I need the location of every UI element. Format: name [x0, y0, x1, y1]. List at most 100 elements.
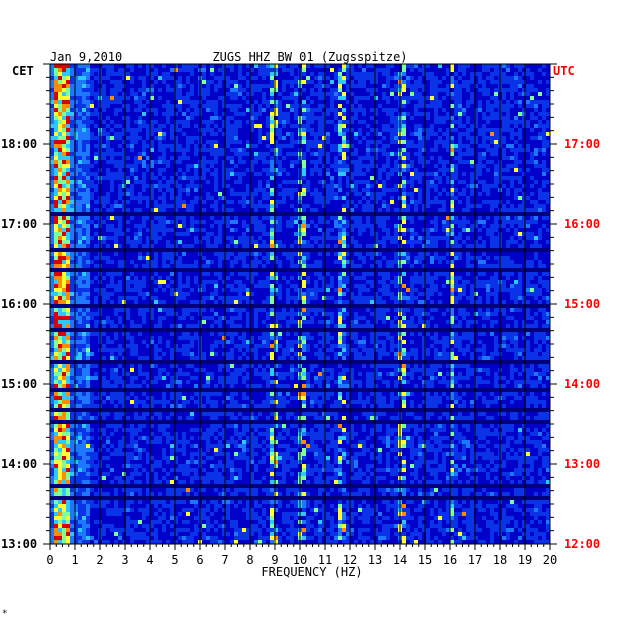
spectrogram-cell — [270, 244, 274, 248]
spectrogram-cell — [278, 152, 282, 156]
spectrogram-cell — [418, 176, 422, 180]
spectrogram-cell — [58, 108, 62, 112]
spectrogram-cell — [270, 268, 274, 272]
spectrogram-cell — [450, 192, 454, 196]
spectrogram-cell — [166, 212, 170, 216]
spectrogram-cell — [378, 260, 382, 264]
spectrogram-cell — [178, 104, 182, 108]
spectrogram-cell — [446, 72, 450, 76]
spectrogram-cell — [434, 212, 438, 216]
spectrogram-cell — [54, 320, 58, 324]
spectrogram-cell — [154, 236, 158, 240]
spectrogram-cell — [510, 220, 514, 224]
spectrogram-cell — [266, 256, 270, 260]
spectrogram-cell — [342, 236, 346, 240]
spectrogram-cell — [386, 276, 390, 280]
spectrogram-cell — [158, 88, 162, 92]
spectrogram-cell — [358, 292, 362, 296]
spectrogram-cell — [250, 200, 254, 204]
spectrogram-cell — [258, 172, 262, 176]
spectrogram-cell — [114, 88, 118, 92]
spectrogram-cell — [70, 268, 74, 272]
spectrogram-cell — [226, 144, 230, 148]
spectrogram-cell — [110, 152, 114, 156]
spectrogram-cell — [370, 88, 374, 92]
spectrogram-cell — [494, 296, 498, 300]
spectrogram-cell — [366, 216, 370, 220]
spectrogram-cell — [382, 280, 386, 284]
spectrogram-cell — [534, 136, 538, 140]
spectrogram-cell — [426, 252, 430, 256]
spectrogram-cell — [482, 164, 486, 168]
spectrogram-cell — [458, 292, 462, 296]
spectrogram-cell — [522, 124, 526, 128]
spectrogram-cell — [470, 188, 474, 192]
spectrogram-cell — [54, 240, 58, 244]
spectrogram-cell — [382, 240, 386, 244]
spectrogram-cell — [106, 248, 110, 252]
spectrogram-cell — [222, 76, 226, 80]
spectrogram-cell — [86, 116, 90, 120]
spectrogram-cell — [110, 188, 114, 192]
spectrogram-cell — [346, 244, 350, 248]
spectrogram-cell — [94, 312, 98, 316]
spectrogram-cell — [430, 76, 434, 80]
spectrogram-cell — [78, 96, 82, 100]
spectrogram-cell — [482, 92, 486, 96]
spectrogram-cell — [278, 100, 282, 104]
spectrogram-cell — [394, 284, 398, 288]
spectrogram-cell — [66, 232, 70, 236]
spectrogram-cell — [466, 144, 470, 148]
spectrogram-cell — [78, 132, 82, 136]
spectrogram-cell — [542, 272, 546, 276]
spectrogram-cell — [86, 180, 90, 184]
spectrogram-cell — [214, 212, 218, 216]
spectrogram-cell — [270, 308, 274, 312]
spectrogram-cell — [122, 140, 126, 144]
spectrogram-cell — [226, 124, 230, 128]
spectrogram-cell — [390, 212, 394, 216]
spectrogram-cell — [274, 316, 278, 320]
spectrogram-cell — [490, 112, 494, 116]
spectrogram-cell — [374, 304, 378, 308]
spectrogram-cell — [262, 192, 266, 196]
spectrogram-cell — [382, 212, 386, 216]
spectrogram-cell — [86, 196, 90, 200]
spectrogram-cell — [74, 96, 78, 100]
spectrogram-cell — [70, 252, 74, 256]
spectrogram-cell — [478, 300, 482, 304]
spectrogram-cell — [194, 148, 198, 152]
spectrogram-cell — [434, 88, 438, 92]
spectrogram-cell — [102, 156, 106, 160]
spectrogram-cell — [506, 112, 510, 116]
spectrogram-cell — [454, 188, 458, 192]
spectrogram-cell — [150, 264, 154, 268]
spectrogram-cell — [178, 176, 182, 180]
spectrogram-cell — [82, 104, 86, 108]
spectrogram-cell — [366, 140, 370, 144]
spectrogram-cell — [454, 120, 458, 124]
spectrogram-cell — [90, 316, 94, 320]
spectrogram-cell — [326, 196, 330, 200]
spectrogram-cell — [422, 104, 426, 108]
spectrogram-cell — [370, 108, 374, 112]
spectrogram-cell — [110, 284, 114, 288]
spectrogram-cell — [422, 300, 426, 304]
spectrogram-cell — [66, 80, 70, 84]
spectrogram-cell — [422, 276, 426, 280]
spectrogram-cell — [486, 284, 490, 288]
spectrogram-cell — [178, 156, 182, 160]
spectrogram-cell — [126, 236, 130, 240]
spectrogram-cell — [86, 176, 90, 180]
spectrogram-cell — [226, 140, 230, 144]
spectrogram-cell — [418, 196, 422, 200]
spectrogram-cell — [482, 188, 486, 192]
spectrogram-cell — [318, 76, 322, 80]
spectrogram-cell — [274, 292, 278, 296]
spectrogram-cell — [330, 68, 334, 72]
spectrogram-cell — [138, 136, 142, 140]
spectrogram-cell — [426, 320, 430, 324]
spectrogram-cell — [450, 184, 454, 188]
spectrogram-cell — [318, 304, 322, 308]
spectrogram-cell — [406, 112, 410, 116]
